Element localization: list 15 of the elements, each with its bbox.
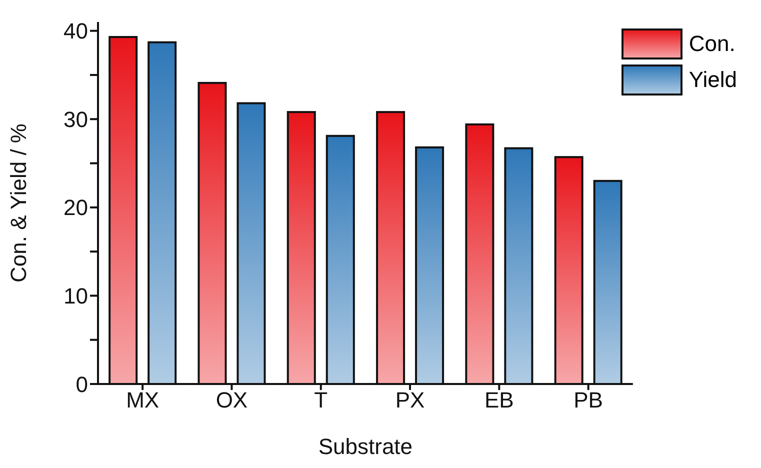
y-axis-title: Con. & Yield / %: [6, 124, 31, 282]
x-tick-label: MX: [126, 388, 160, 413]
x-tick-label: T: [314, 388, 328, 413]
x-tick-label: OX: [216, 388, 248, 413]
x-tick-label: PB: [574, 388, 603, 413]
y-tick-label: 40: [64, 18, 88, 44]
x-tick-label: EB: [484, 388, 514, 413]
x-tick-label: PX: [395, 388, 426, 413]
y-tick-label: 0: [76, 372, 88, 397]
x-axis-title: Substrate: [318, 434, 413, 459]
y-tick-label: 20: [64, 195, 88, 220]
y-tick-label: 30: [64, 106, 88, 132]
legend-label: Con.: [688, 31, 736, 57]
y-tick-label: 10: [64, 284, 88, 309]
legend-label: Yield: [688, 67, 737, 93]
